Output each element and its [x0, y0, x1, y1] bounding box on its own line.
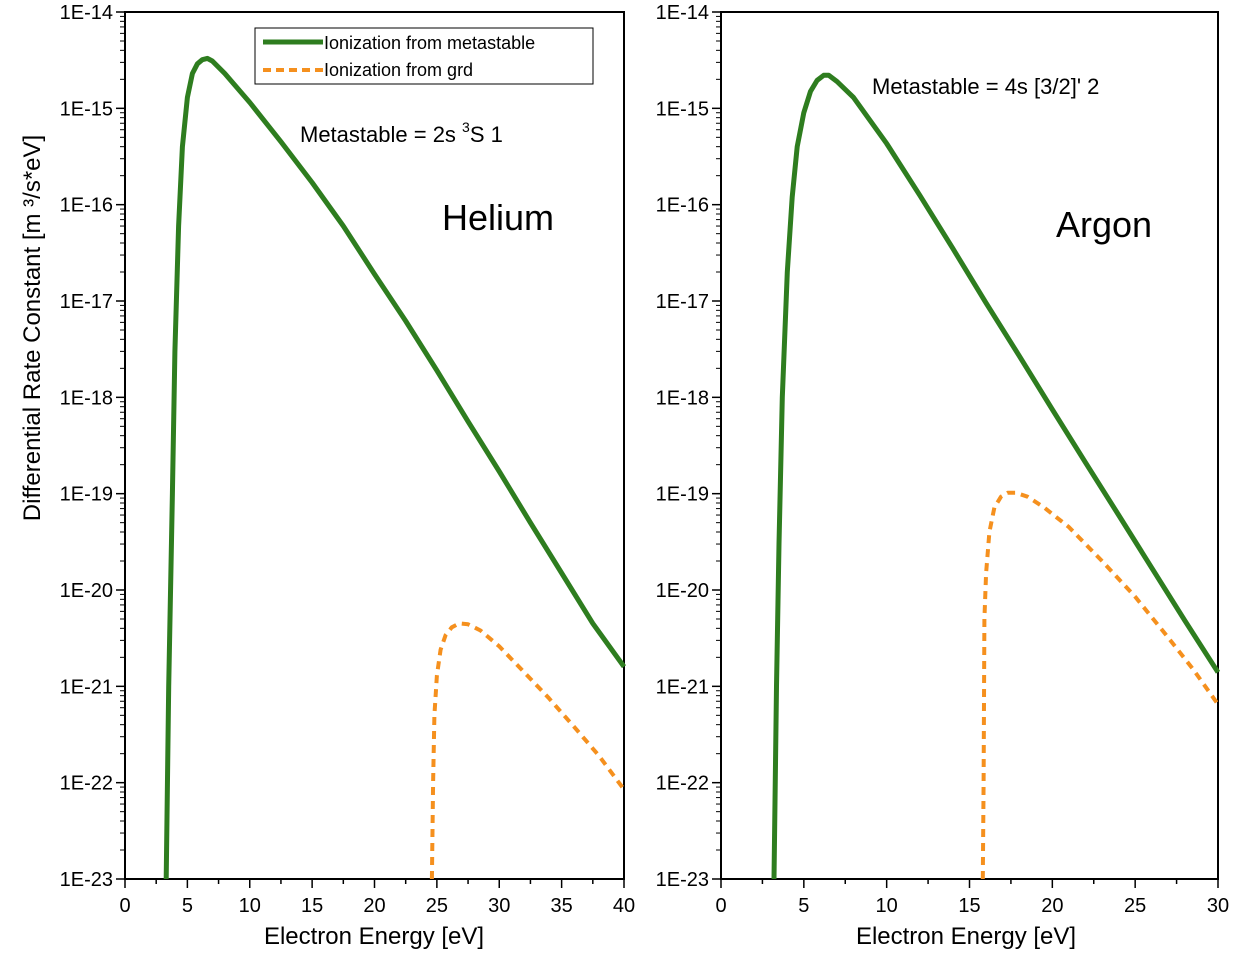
legend-box: [254, 27, 594, 85]
x-tick-label: 0: [715, 895, 726, 917]
x-tick-label: 5: [798, 895, 809, 917]
y-tick-label: 1E-18: [60, 387, 113, 409]
y-axis-title: Differential Rate Constant [m ³/s*eV]: [19, 135, 46, 521]
x-tick-label: 30: [1207, 895, 1229, 917]
x-tick-label: 25: [1124, 895, 1146, 917]
series-metastable-line: [771, 72, 1221, 880]
x-axis-title: Electron Energy [eV]: [264, 923, 484, 950]
y-tick-label: 1E-19: [656, 484, 709, 506]
series-ground-line: [429, 621, 626, 880]
x-tick-label: 15: [301, 895, 323, 917]
x-tick-label: 20: [1041, 895, 1063, 917]
y-tick-label: 1E-21: [60, 676, 113, 698]
y-tick-label: 1E-22: [656, 773, 709, 795]
x-tick-label: 35: [551, 895, 573, 917]
y-tick-label: 1E-15: [656, 98, 709, 120]
x-tick-label: 10: [239, 895, 261, 917]
legend-label-ground: Ionization from grd: [324, 60, 473, 80]
chart-panel-argon: 0 5 10 15 20 25 30 1E-231E-221E-211E-201E-191E…: [656, 2, 1230, 950]
x-tick-label: 25: [426, 895, 448, 917]
y-tick-label: 1E-16: [656, 195, 709, 217]
series-ground-line: [980, 490, 1220, 880]
y-tick-label: 1E-23: [656, 869, 709, 891]
series-metastable-line: [163, 55, 627, 880]
x-tick-label: 5: [182, 895, 193, 917]
y-tick-label: 1E-18: [656, 387, 709, 409]
legend-label-metastable: Ionization from metastable: [324, 33, 535, 53]
x-tick-label: 30: [488, 895, 510, 917]
y-tick-label: 1E-22: [60, 773, 113, 795]
x-axis-title: Electron Energy [eV]: [856, 923, 1076, 950]
y-ticks: 1E-23 1E-22 1E-21 1E-20 1E-19 1E-18 1E-17 1E-16…: [656, 2, 721, 891]
y-tick-label: 1E-15: [60, 98, 113, 120]
plot-frame: [720, 11, 1219, 880]
legend: Ionization from metastable Ionization fr…: [254, 27, 594, 85]
chart-panel-helium: 0 5 10 15 20 25 30 35 40 1E-231E-221E-211E-201E-…: [60, 2, 636, 950]
metastable-annotation: Metastable = 2s 3S 1: [300, 119, 503, 147]
metastable-annotation: Metastable = 4s [3/2]' 2: [872, 74, 1099, 99]
y-tick-label: 1E-21: [656, 676, 709, 698]
x-tick-label: 15: [958, 895, 980, 917]
y-tick-label: 1E-17: [656, 291, 709, 313]
x-ticks: 0 5 10 15 20 25 30 35 40: [119, 879, 635, 917]
y-tick-label: 1E-20: [656, 580, 709, 602]
y-tick-label: 1E-14: [60, 2, 113, 24]
series-layer: [163, 55, 627, 880]
panel-title: Helium: [442, 197, 554, 238]
x-tick-label: 10: [876, 895, 898, 917]
y-tick-label: 1E-17: [60, 291, 113, 313]
y-tick-label: 1E-14: [656, 2, 709, 24]
series-layer: [771, 72, 1221, 880]
y-tick-label: 1E-23: [60, 869, 113, 891]
y-ticks: 1E-23 1E-22 1E-21 1E-20 1E-19 1E-18 1E-17 1E-16…: [60, 2, 125, 891]
x-tick-label: 0: [119, 895, 130, 917]
y-tick-label: 1E-20: [60, 580, 113, 602]
y-tick-label: 1E-16: [60, 195, 113, 217]
x-tick-label: 40: [613, 895, 635, 917]
panel-title: Argon: [1056, 204, 1152, 245]
x-ticks: 0 5 10 15 20 25 30: [715, 879, 1229, 917]
y-tick-label: 1E-19: [60, 484, 113, 506]
x-tick-label: 20: [363, 895, 385, 917]
